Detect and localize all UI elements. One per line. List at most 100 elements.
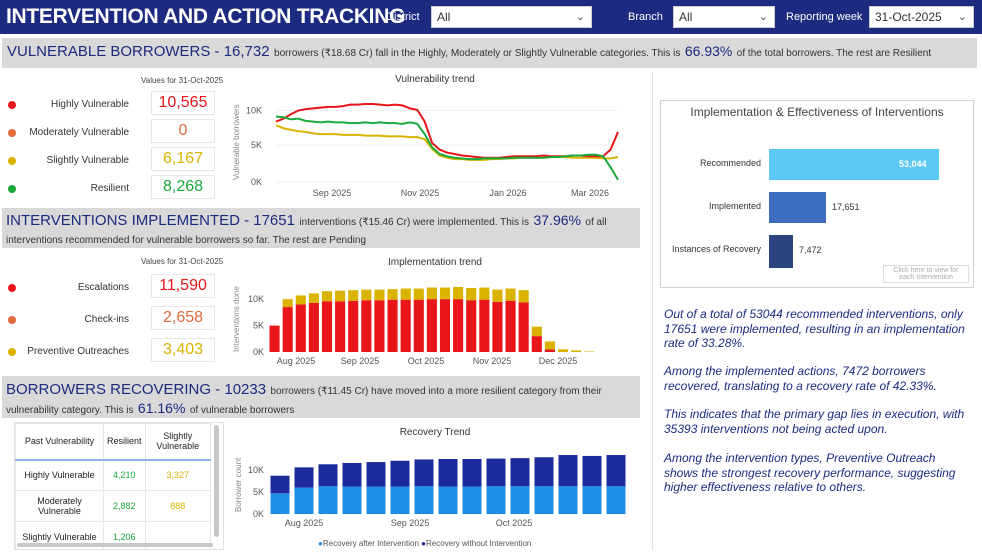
kpi-value[interactable]: 6,167 (151, 147, 215, 171)
bar-segment (348, 290, 359, 301)
bar-segment (479, 287, 490, 300)
bar-segment (479, 299, 490, 352)
col-header-past: Past Vulnerability (15, 423, 104, 460)
narrative-paragraph: Among the implemented actions, 7472 borr… (664, 364, 937, 393)
impl-bar[interactable] (769, 149, 939, 180)
impl-value-label: 17,651 (832, 202, 860, 212)
row-label: Highly Vulnerable (15, 459, 104, 491)
interventions-title: INTERVENTIONS IMPLEMENTED - 17651 (6, 212, 295, 229)
table-cell: 4,210 (103, 459, 146, 491)
series-line (275, 102, 619, 159)
bar-segment (390, 460, 410, 487)
kpi-value[interactable]: 8,268 (151, 175, 215, 199)
legend-dot: ● (318, 539, 323, 548)
bar-segment (374, 300, 385, 352)
status-dot-icon (8, 284, 16, 292)
bar-segment (492, 301, 503, 352)
bar-segment (342, 486, 362, 514)
bar-segment (413, 288, 424, 300)
vulnerability-trend-title: Vulnerability trend (395, 74, 475, 85)
kpi-value[interactable]: 11,590 (151, 274, 215, 298)
bar-segment (426, 287, 437, 300)
kpi-value[interactable]: 10,565 (151, 91, 215, 115)
bar-segment (531, 336, 542, 352)
x-tick-label: Sep 2025 (341, 356, 380, 366)
y-tick-label: 0K (253, 347, 264, 357)
bar-segment (492, 289, 503, 302)
recovery-pct: 61.16% (137, 400, 186, 416)
impl-value-label: 7,472 (799, 245, 822, 255)
recovery-y-label: Borrower count (234, 457, 243, 512)
kpi-value[interactable]: 2,658 (151, 306, 215, 330)
impl-bar[interactable] (769, 235, 793, 268)
recovery-legend: ●Recovery after Intervention ●Recovery w… (318, 539, 531, 548)
bar-segment (544, 349, 555, 352)
impl-panel-title: Implementation & Effectiveness of Interv… (690, 105, 944, 119)
recovery-table: Past Vulnerability Resilient Slightly Vu… (15, 423, 212, 549)
branch-label: Branch (628, 11, 663, 23)
drill-through-button[interactable]: Click here to view for each Intervention (883, 265, 969, 283)
bar-segment (453, 286, 464, 300)
page-title: INTERVENTION AND ACTION TRACKING (6, 5, 406, 28)
chevron-down-icon: ⌄ (758, 11, 768, 23)
kpi-value[interactable]: 3,403 (151, 338, 215, 362)
x-tick-label: Jan 2026 (489, 188, 526, 198)
interventions-pct: 37.96% (533, 212, 581, 228)
x-tick-label: Nov 2025 (401, 188, 440, 198)
bar-segment (414, 486, 434, 514)
bar-segment (531, 326, 542, 337)
narrative-paragraph: Out of a total of 53044 recommended inte… (664, 307, 965, 350)
bar-segment (400, 299, 411, 352)
status-dot-icon (8, 185, 16, 193)
bar-segment (438, 486, 458, 514)
bar-segment (269, 325, 280, 352)
narrative-paragraph: This indicates that the primary gap lies… (664, 407, 965, 436)
bar-segment (518, 302, 529, 352)
y-tick-label: 0K (251, 177, 262, 187)
bar-segment (295, 304, 306, 352)
bar-segment (439, 287, 451, 300)
bar-segment (387, 299, 398, 352)
bar-segment (606, 486, 626, 514)
bar-segment (390, 486, 410, 514)
bar-segment (453, 299, 464, 352)
branch-select[interactable]: All ⌄ (673, 6, 775, 28)
table-cell: 3,327 (144, 459, 212, 491)
bar-segment (505, 288, 516, 301)
y-tick-label: 10K (248, 294, 264, 304)
recovery-matrix[interactable]: Past Vulnerability Resilient Slightly Vu… (14, 422, 224, 550)
status-dot-icon (8, 129, 16, 137)
recovery-line2b: of vulnerable borrowers (189, 405, 295, 416)
implementation-y-label: Interventions done (232, 286, 241, 352)
values-for-label: Values for 31-Oct-2025 (141, 76, 224, 85)
impl-bar[interactable] (769, 192, 826, 223)
x-tick-label: Mar 2026 (571, 188, 609, 198)
bar-segment (571, 350, 582, 352)
bar-segment (582, 486, 602, 514)
bar-segment (518, 290, 529, 303)
bar-segment (342, 462, 362, 487)
recovery-line2a: vulnerability category. This is (6, 405, 134, 416)
kpi-label: Highly Vulnerable (50, 99, 129, 110)
kpi-value[interactable]: 0 (151, 119, 215, 143)
x-tick-label: Dec 2025 (539, 356, 578, 366)
kpi-label: Slightly Vulnerable (46, 155, 129, 166)
bar-segment (462, 486, 482, 514)
horizontal-scrollbar[interactable] (17, 543, 213, 547)
vertical-scrollbar[interactable] (214, 425, 219, 537)
bar-segment (294, 487, 314, 514)
week-value: 31-Oct-2025 (875, 10, 942, 24)
bar-segment (348, 300, 359, 352)
bar-segment (438, 459, 458, 487)
bar-segment (426, 299, 437, 352)
legend-dot: ● (421, 539, 426, 548)
district-value: All (437, 10, 451, 24)
y-tick-label: 0K (253, 509, 264, 519)
bar-segment (282, 299, 293, 308)
district-select[interactable]: All ⌄ (431, 6, 592, 28)
bar-segment (335, 301, 346, 352)
y-tick-label: 5K (253, 321, 264, 331)
week-select[interactable]: 31-Oct-2025 ⌄ (869, 6, 974, 28)
status-dot-icon (8, 348, 16, 356)
